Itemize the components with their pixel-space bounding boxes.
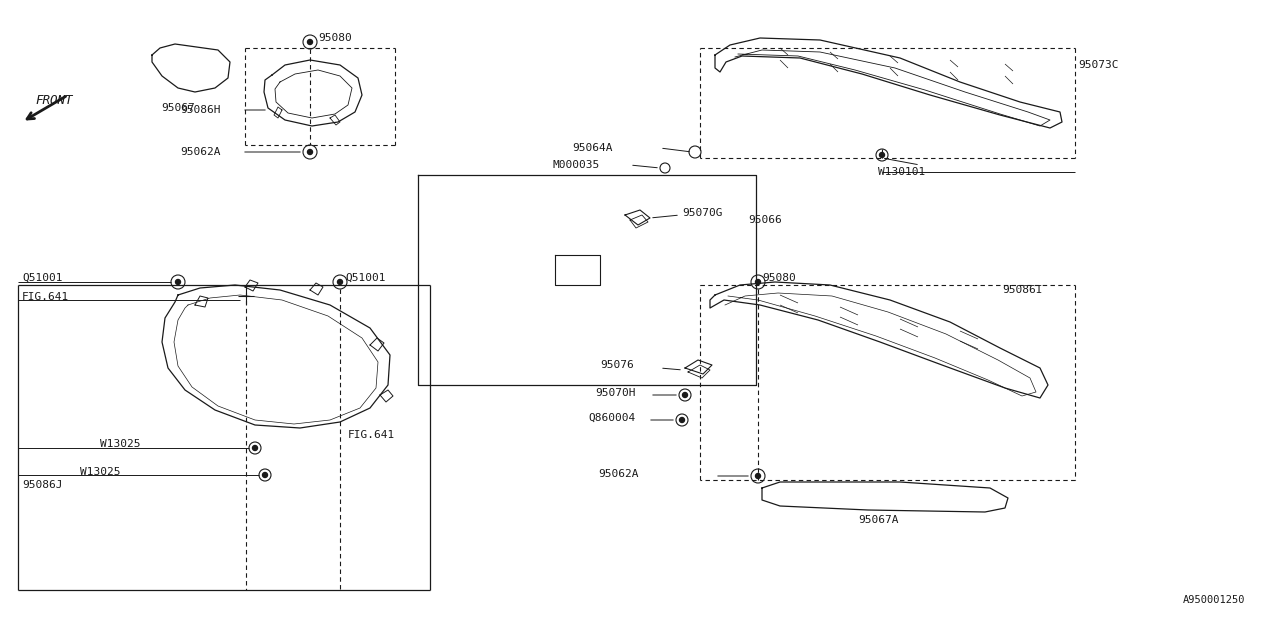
Text: W13025: W13025 (81, 467, 120, 477)
Text: 95080: 95080 (317, 33, 352, 43)
Text: 95086I: 95086I (1002, 285, 1042, 295)
Text: 95070G: 95070G (682, 208, 722, 218)
Text: 95062A: 95062A (598, 469, 639, 479)
Circle shape (755, 280, 760, 285)
Text: FIG.641: FIG.641 (22, 292, 69, 302)
Circle shape (307, 40, 312, 45)
Text: 95064A: 95064A (572, 143, 613, 153)
Text: Q51001: Q51001 (22, 273, 63, 283)
Text: Q860004: Q860004 (588, 413, 635, 423)
Text: FRONT: FRONT (35, 93, 73, 106)
Text: A950001250: A950001250 (1183, 595, 1245, 605)
Text: 95062A: 95062A (180, 147, 220, 157)
Circle shape (680, 417, 685, 422)
Circle shape (307, 150, 312, 154)
Text: 95067A: 95067A (858, 515, 899, 525)
Text: Q51001: Q51001 (346, 273, 385, 283)
Circle shape (175, 280, 180, 285)
Text: W130101: W130101 (878, 167, 925, 177)
Circle shape (755, 474, 760, 479)
Circle shape (879, 152, 884, 157)
Text: 95070H: 95070H (595, 388, 635, 398)
Text: 95066: 95066 (748, 215, 782, 225)
Text: 95073C: 95073C (1078, 60, 1119, 70)
Circle shape (338, 280, 343, 285)
Text: 95086J: 95086J (22, 480, 63, 490)
Text: 95086H: 95086H (180, 105, 220, 115)
Circle shape (252, 445, 257, 451)
Text: 95067: 95067 (161, 103, 195, 113)
Circle shape (262, 472, 268, 477)
Text: W13025: W13025 (100, 439, 141, 449)
Text: FIG.641: FIG.641 (348, 430, 396, 440)
Text: 95076: 95076 (600, 360, 634, 370)
Text: 95080: 95080 (762, 273, 796, 283)
Text: M000035: M000035 (552, 160, 599, 170)
Circle shape (682, 392, 687, 397)
